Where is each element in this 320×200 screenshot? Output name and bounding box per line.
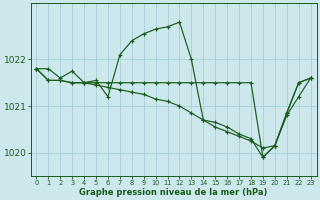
X-axis label: Graphe pression niveau de la mer (hPa): Graphe pression niveau de la mer (hPa) [79,188,268,197]
